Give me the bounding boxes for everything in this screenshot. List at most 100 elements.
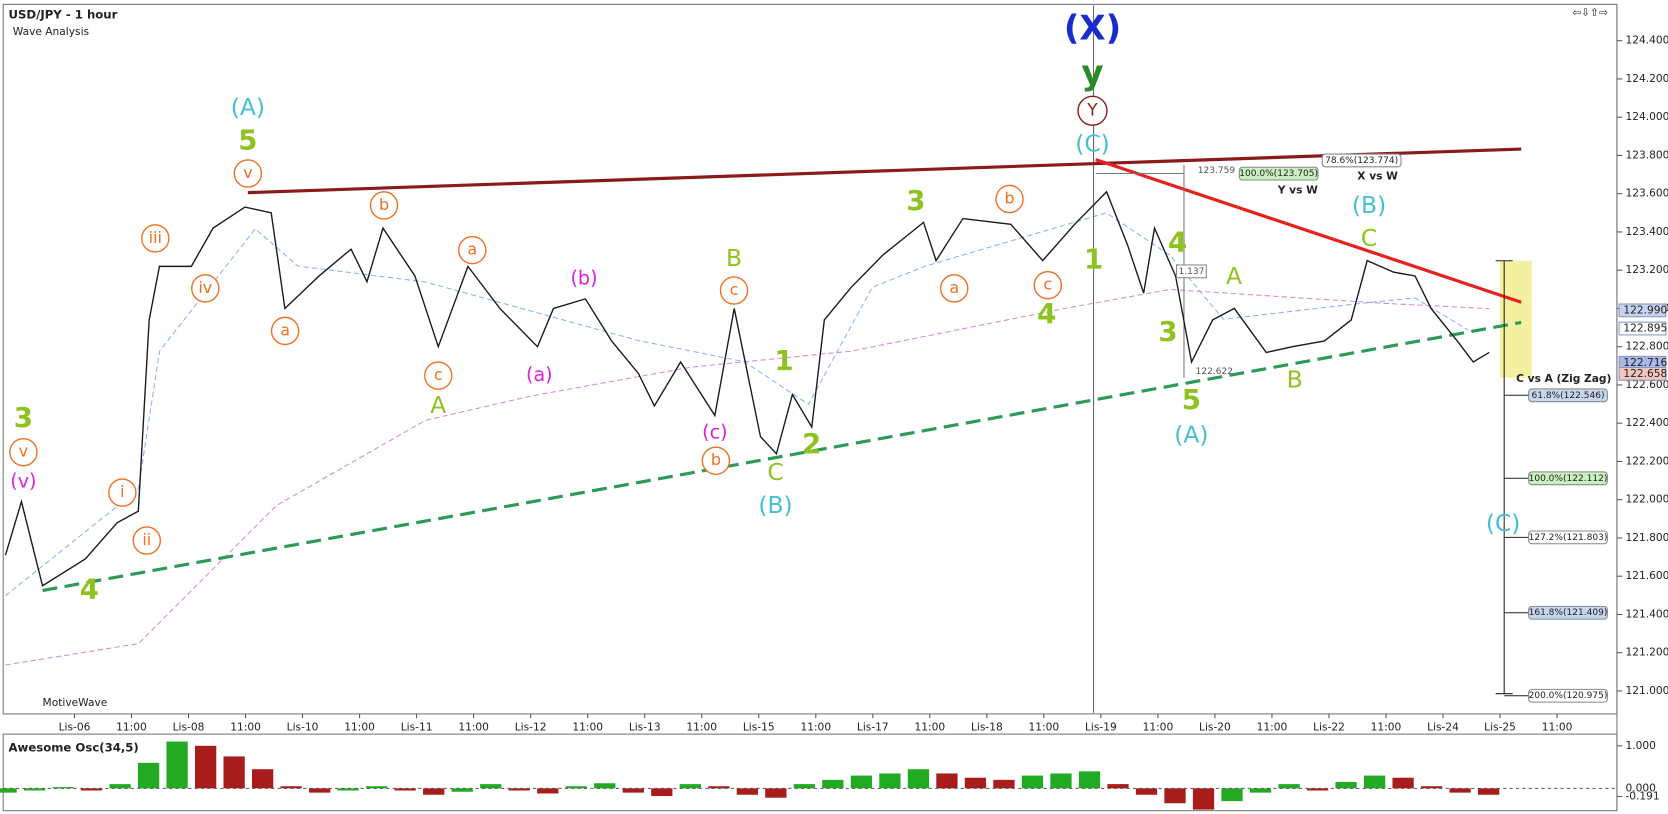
osc-bar xyxy=(1249,788,1272,793)
osc-bar xyxy=(423,788,445,795)
wave-label: ii xyxy=(142,530,151,549)
osc-bar xyxy=(23,788,46,791)
y-tick-label: 123.800 xyxy=(1625,148,1668,161)
osc-bar xyxy=(1021,775,1044,789)
osc-bar xyxy=(964,777,987,789)
wave-label: 3 xyxy=(906,184,925,217)
wave-label: c xyxy=(434,365,443,384)
wave-circle xyxy=(1077,95,1108,126)
wave-circle xyxy=(132,526,162,555)
wave-label: (A) xyxy=(1174,421,1208,449)
wave-label: C xyxy=(1361,224,1377,252)
toolbar-icons[interactable]: ⇦⇩⇧⇨ xyxy=(1572,6,1608,19)
osc-bar xyxy=(194,745,217,789)
price-marker-label: 122.658 xyxy=(1623,367,1667,380)
osc-bar xyxy=(1221,788,1243,802)
x-tick-label: 11:00 xyxy=(1257,721,1288,734)
osc-bar xyxy=(1449,788,1471,793)
annotation: X vs W xyxy=(1357,170,1398,183)
osc-bar xyxy=(1078,771,1101,789)
wave-label: 4 xyxy=(1037,297,1056,330)
trend-line xyxy=(42,320,1522,593)
y-tick-label: 122.400 xyxy=(1625,416,1668,429)
osc-bar xyxy=(594,783,616,789)
x-tick-label: 11:00 xyxy=(116,721,147,734)
osc-bar xyxy=(451,788,473,792)
wave-label: iv xyxy=(198,278,212,297)
wave-label: (a) xyxy=(526,363,553,386)
x-tick-label: 11:00 xyxy=(1143,721,1174,734)
wave-circle xyxy=(1033,270,1063,300)
osc-bar xyxy=(879,773,901,789)
wave-circle xyxy=(191,274,220,303)
wave-label: 3 xyxy=(14,401,33,434)
wave-label: (c) xyxy=(702,421,727,444)
x-tick-label: 11:00 xyxy=(230,721,261,734)
osc-bar xyxy=(52,787,74,789)
x-tick-label: Lis-15 xyxy=(743,721,775,734)
wave-circle xyxy=(108,478,137,507)
y-tick-label: 122.000 xyxy=(1625,493,1668,506)
fib-box xyxy=(1321,153,1402,168)
wave-label: B xyxy=(726,244,742,272)
y-tick-label: 122.600 xyxy=(1625,378,1668,391)
x-tick-label: 11:00 xyxy=(1542,721,1573,734)
fib-box xyxy=(1528,530,1608,545)
y-tick-label: 123.600 xyxy=(1625,187,1668,200)
x-tick-label: 11:00 xyxy=(458,721,489,734)
osc-bar xyxy=(480,784,502,789)
fib-label: 161.8%(121.409) xyxy=(1529,608,1608,618)
osc-tick-label: 0.000 xyxy=(1625,781,1656,794)
wave-label: Y xyxy=(1086,101,1098,121)
fib-box xyxy=(1528,388,1608,403)
osc-bar xyxy=(0,788,17,793)
price-marker xyxy=(1618,321,1667,336)
osc-title: Awesome Osc(34,5) xyxy=(9,740,139,754)
x-tick-label: Lis-19 xyxy=(1085,721,1117,734)
watermark: MotiveWave xyxy=(43,696,108,709)
price-marker-label: 122.895 xyxy=(1623,322,1667,335)
osc-bar xyxy=(166,741,188,789)
moving-average xyxy=(5,288,1490,666)
x-tick-label: Lis-17 xyxy=(857,721,889,734)
fib-label: 127.2%(121.803) xyxy=(1529,533,1608,543)
x-tick-label: Lis-06 xyxy=(59,721,91,734)
wave-label: A xyxy=(1226,262,1242,290)
osc-bar xyxy=(223,756,245,789)
wave-circle xyxy=(424,361,453,390)
osc-bar xyxy=(1164,788,1186,804)
wave-circle xyxy=(141,224,170,253)
osc-bar xyxy=(708,786,730,789)
wave-label: c xyxy=(730,280,739,299)
osc-bar xyxy=(1135,788,1158,795)
price-marker-label: 122.990 xyxy=(1623,303,1667,316)
osc-bar xyxy=(1477,788,1500,795)
x-tick-label: Lis-12 xyxy=(515,721,547,734)
wave-label: (b) xyxy=(570,266,597,289)
x-tick-label: Lis-20 xyxy=(1199,721,1231,734)
measure-box xyxy=(1176,264,1207,279)
osc-bar xyxy=(109,784,131,789)
y-tick-label: 121.800 xyxy=(1625,531,1668,544)
wave-circle xyxy=(995,184,1024,214)
x-tick-label: Lis-18 xyxy=(971,721,1003,734)
price-marker xyxy=(1618,303,1667,318)
osc-bar xyxy=(508,788,530,791)
wave-label: (C) xyxy=(1486,509,1521,537)
x-tick-label: 11:00 xyxy=(344,721,375,734)
wave-label: i xyxy=(120,482,124,501)
osc-bar xyxy=(252,769,274,789)
osc-bar xyxy=(907,769,930,789)
osc-bar xyxy=(736,788,758,795)
wave-circle xyxy=(9,437,38,467)
x-tick-label: Lis-24 xyxy=(1427,721,1459,734)
wave-label: (B) xyxy=(758,491,792,519)
x-tick-label: 11:00 xyxy=(686,721,717,734)
x-tick-label: Lis-13 xyxy=(629,721,661,734)
wave-label: 3 xyxy=(1158,315,1177,348)
osc-bar xyxy=(1278,784,1300,789)
osc-tick-label: -0.191 xyxy=(1625,789,1659,802)
wave-label: 5 xyxy=(238,124,257,157)
